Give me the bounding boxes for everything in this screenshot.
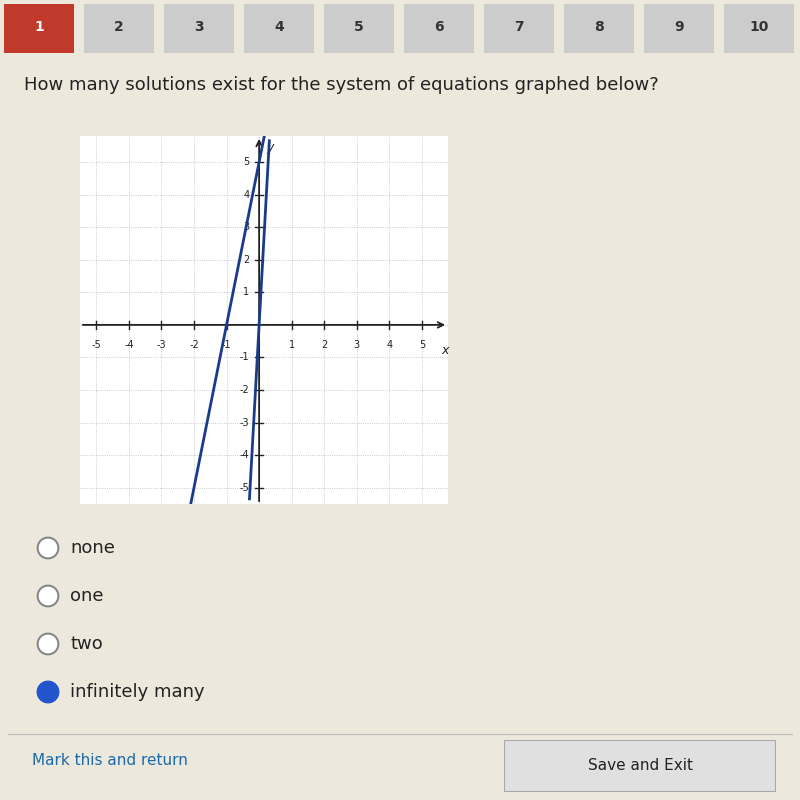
Text: -5: -5 — [239, 482, 250, 493]
Text: 5: 5 — [243, 157, 250, 167]
Text: 2: 2 — [321, 339, 327, 350]
Text: 8: 8 — [594, 20, 604, 34]
Text: How many solutions exist for the system of equations graphed below?: How many solutions exist for the system … — [24, 76, 658, 94]
Text: -3: -3 — [157, 339, 166, 350]
FancyBboxPatch shape — [484, 4, 554, 53]
FancyBboxPatch shape — [324, 4, 394, 53]
Text: 3: 3 — [194, 20, 204, 34]
Text: 6: 6 — [434, 20, 444, 34]
FancyBboxPatch shape — [564, 4, 634, 53]
Text: 9: 9 — [674, 20, 684, 34]
Text: 5: 5 — [354, 20, 364, 34]
FancyBboxPatch shape — [404, 4, 474, 53]
Text: 7: 7 — [514, 20, 524, 34]
Text: x: x — [441, 345, 449, 358]
Text: 3: 3 — [354, 339, 360, 350]
Text: 4: 4 — [243, 190, 250, 200]
Text: 4: 4 — [386, 339, 393, 350]
Text: 2: 2 — [114, 20, 124, 34]
Text: 10: 10 — [750, 20, 769, 34]
Text: two: two — [70, 635, 103, 653]
FancyBboxPatch shape — [84, 4, 154, 53]
Text: 2: 2 — [243, 254, 250, 265]
Text: 3: 3 — [243, 222, 250, 232]
Text: 1: 1 — [34, 20, 44, 34]
Text: Save and Exit: Save and Exit — [587, 758, 693, 774]
Text: 1: 1 — [289, 339, 294, 350]
FancyBboxPatch shape — [504, 740, 776, 792]
Text: one: one — [70, 587, 104, 605]
Text: -2: -2 — [239, 385, 250, 395]
FancyBboxPatch shape — [4, 4, 74, 53]
Text: y: y — [266, 141, 274, 154]
Text: infinitely many: infinitely many — [70, 683, 205, 701]
FancyBboxPatch shape — [644, 4, 714, 53]
Text: 4: 4 — [274, 20, 284, 34]
Text: -4: -4 — [124, 339, 134, 350]
Text: none: none — [70, 539, 115, 557]
Text: 5: 5 — [419, 339, 425, 350]
FancyBboxPatch shape — [724, 4, 794, 53]
FancyBboxPatch shape — [164, 4, 234, 53]
Text: -2: -2 — [189, 339, 199, 350]
Text: -5: -5 — [91, 339, 101, 350]
Text: Mark this and return: Mark this and return — [32, 753, 188, 768]
Text: -3: -3 — [240, 418, 250, 427]
Text: -4: -4 — [240, 450, 250, 460]
FancyBboxPatch shape — [244, 4, 314, 53]
Text: 1: 1 — [243, 287, 250, 298]
Text: -1: -1 — [222, 339, 231, 350]
Text: -1: -1 — [240, 353, 250, 362]
